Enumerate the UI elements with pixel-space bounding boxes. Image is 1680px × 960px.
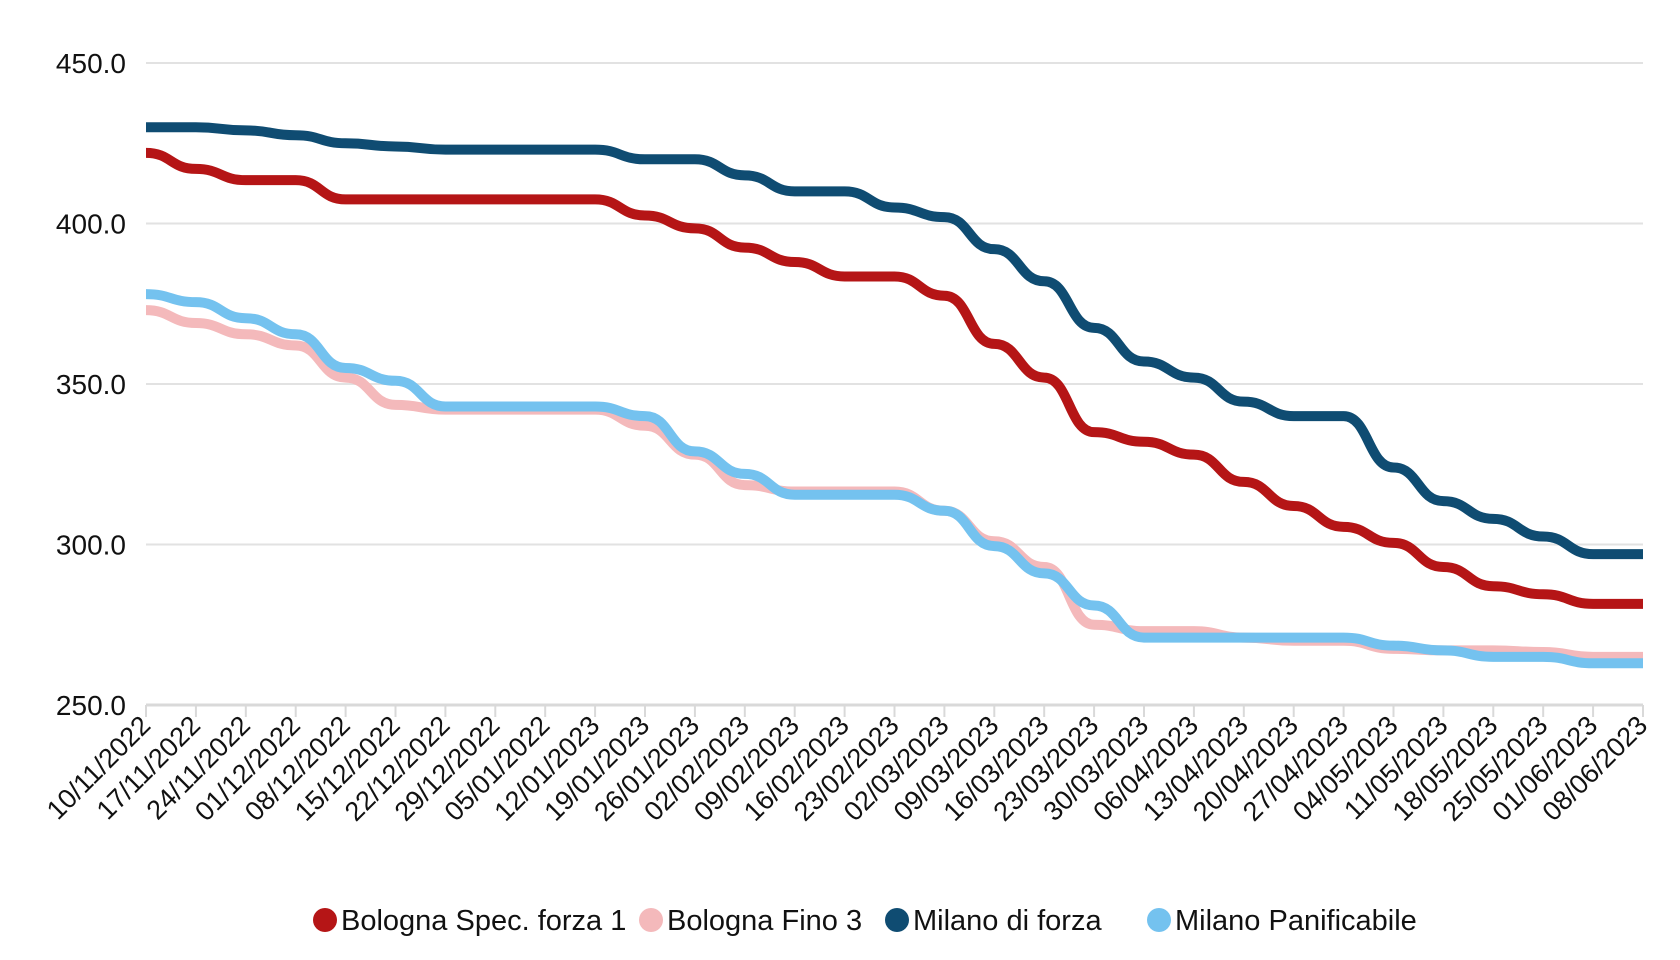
series-line-3 — [145, 289, 1643, 669]
series-lines — [145, 122, 1643, 669]
legend-label: Bologna Spec. forza 1 — [341, 905, 626, 937]
y-tick-label: 450.0 — [56, 48, 126, 79]
x-axis: 10/11/202217/11/202224/11/202201/12/2022… — [41, 705, 1653, 827]
legend-marker — [639, 908, 663, 932]
legend-marker — [885, 908, 909, 932]
legend-label: Milano Panificabile — [1175, 905, 1417, 937]
legend-label: Milano di forza — [913, 905, 1102, 937]
legend-marker — [313, 908, 337, 932]
legend: Bologna Spec. forza 1 Bologna Fino 3 Milan… — [313, 905, 1417, 937]
series-line-0 — [145, 147, 1643, 609]
y-tick-label: 250.0 — [56, 690, 126, 721]
legend-label: Bologna Fino 3 — [667, 905, 862, 937]
y-tick-label: 350.0 — [56, 369, 126, 400]
y-axis-ticks: 250.0 300.0 350.0 400.0 450.0 — [56, 48, 126, 721]
legend-item: Bologna Spec. forza 1 — [313, 905, 626, 937]
legend-item: Bologna Fino 3 — [639, 905, 862, 937]
series-line-2 — [145, 122, 1643, 560]
legend-item: Milano di forza — [885, 905, 1102, 937]
legend-item: Milano Panificabile — [1147, 905, 1417, 937]
y-tick-label: 300.0 — [56, 530, 126, 561]
legend-marker — [1147, 908, 1171, 932]
y-tick-label: 400.0 — [56, 209, 126, 240]
